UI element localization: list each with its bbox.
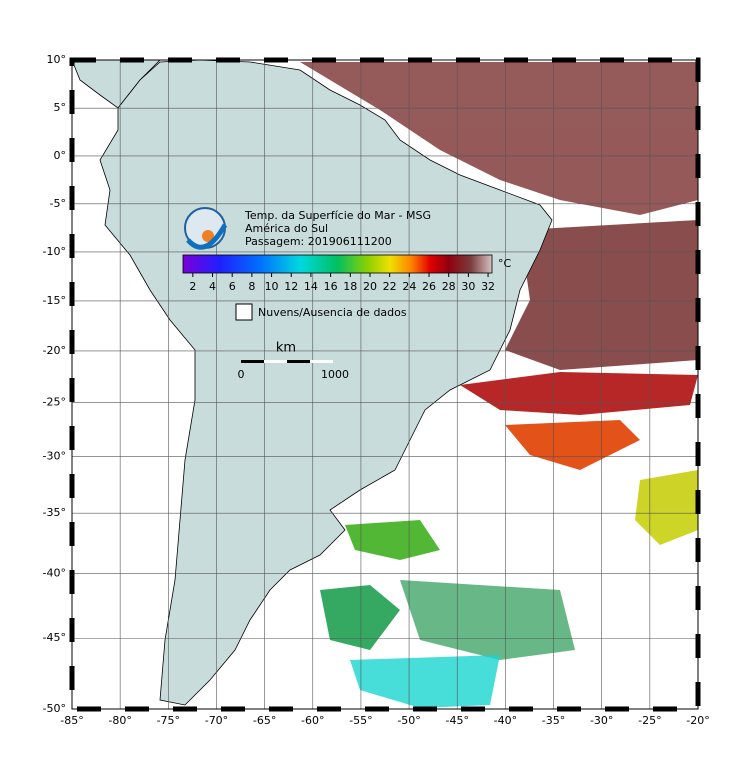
- colorbar-unit: °C: [498, 257, 512, 270]
- lat-tick-label: -20°: [43, 344, 66, 357]
- lon-tick-label: -40°: [494, 714, 517, 727]
- sst-green-2: [320, 585, 400, 650]
- lon-tick-label: -85°: [60, 714, 83, 727]
- scale-unit: km: [276, 341, 296, 356]
- sst-warm-north: [300, 62, 698, 215]
- lat-tick-label: -50°: [43, 702, 66, 715]
- colorbar-tick-label: 10: [265, 280, 279, 293]
- pass: Passagem: 201906111200: [245, 235, 392, 248]
- colorbar-tick-label: 28: [442, 280, 456, 293]
- lat-tick-label: -45°: [43, 631, 66, 644]
- sst-green-1: [345, 520, 440, 560]
- lon-tick-label: -50°: [397, 714, 420, 727]
- map-border: [71, 59, 699, 710]
- colorbar-tick-label: 2: [189, 280, 196, 293]
- graticule: [71, 59, 699, 710]
- sst-yellow: [635, 470, 698, 545]
- region: América do Sul: [245, 222, 328, 235]
- lon-tick-label: -45°: [445, 714, 468, 727]
- colorbar-tick-label: 32: [481, 280, 495, 293]
- legend-swatch: [235, 303, 253, 321]
- lat-tick-label: 0°: [54, 149, 67, 162]
- colorbar-tick-label: 4: [209, 280, 216, 293]
- sst-orange: [505, 420, 640, 470]
- sst-green-3: [400, 580, 575, 660]
- logo: [184, 207, 228, 250]
- colorbar-tick-label: 6: [229, 280, 236, 293]
- lat-tick-label: -30°: [43, 450, 66, 463]
- lon-tick-label: -35°: [542, 714, 565, 727]
- lon-tick-label: -70°: [205, 714, 228, 727]
- lat-tick-label: 10°: [47, 53, 67, 66]
- lon-tick-label: -65°: [253, 714, 276, 727]
- colorbar: [182, 254, 493, 274]
- colorbar-tick-label: 12: [284, 280, 298, 293]
- sst-cyan: [350, 655, 500, 708]
- lat-tick-label: -25°: [43, 396, 66, 409]
- lat-tick-label: 5°: [54, 101, 67, 114]
- lon-tick-label: -20°: [686, 714, 709, 727]
- colorbar-tick-label: 24: [402, 280, 416, 293]
- lat-tick-label: -35°: [43, 506, 66, 519]
- scale-end: 1000: [321, 368, 349, 381]
- colorbar-tick-label: 8: [248, 280, 255, 293]
- scale-start: 0: [238, 368, 245, 381]
- colorbar-ticks: 2 4 6 8 10 12 14 16 18 20 22 24 26 28 30 32: [189, 273, 495, 293]
- lat-tick-label: -10°: [43, 245, 66, 258]
- lat-tick-label: -5°: [50, 197, 66, 210]
- lon-tick-label: -75°: [157, 714, 180, 727]
- sst-red: [460, 372, 698, 415]
- lon-tick-label: -30°: [590, 714, 613, 727]
- colorbar-tick-label: 16: [324, 280, 338, 293]
- lon-tick-label: -60°: [301, 714, 324, 727]
- legend-text: Nuvens/Ausencia de dados: [258, 306, 407, 319]
- colorbar-tick-label: 26: [422, 280, 436, 293]
- lon-tick-label: -25°: [638, 714, 661, 727]
- scale-bar: [241, 360, 333, 363]
- colorbar-tick-label: 18: [343, 280, 357, 293]
- lat-tick-label: -15°: [43, 294, 66, 307]
- colorbar-tick-label: 14: [304, 280, 318, 293]
- lat-tick-label: -40°: [43, 566, 66, 579]
- title: Temp. da Superfície do Mar - MSG: [244, 209, 431, 222]
- colorbar-tick-label: 20: [363, 280, 377, 293]
- colorbar-tick-label: 22: [383, 280, 397, 293]
- lon-tick-label: -55°: [349, 714, 372, 727]
- lon-tick-label: -80°: [108, 714, 131, 727]
- colorbar-tick-label: 30: [461, 280, 475, 293]
